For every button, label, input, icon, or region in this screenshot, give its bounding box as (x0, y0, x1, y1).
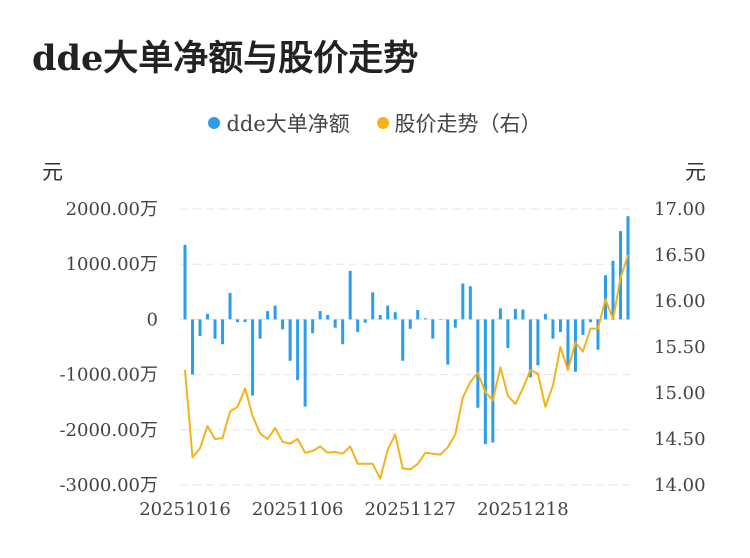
bar (378, 314, 382, 320)
bar (588, 319, 592, 323)
bar (258, 319, 262, 339)
legend-item-dde[interactable]: dde大单净额 (208, 108, 350, 138)
bar (236, 319, 240, 323)
bar (348, 270, 352, 320)
bar (183, 244, 187, 320)
bar (513, 308, 517, 320)
bar (386, 305, 390, 320)
legend: dde大单净额 股价走势（右） (0, 108, 750, 138)
left-axis-unit: 元 (42, 160, 63, 184)
bar (603, 275, 607, 320)
bar (266, 311, 270, 320)
bar (596, 319, 600, 350)
bar (228, 292, 232, 320)
bar (536, 319, 540, 366)
bar (303, 319, 307, 407)
bar (453, 319, 457, 328)
price-line (184, 254, 629, 480)
bar (581, 319, 585, 335)
bar (311, 319, 315, 334)
bar (326, 314, 330, 320)
bar (333, 319, 337, 328)
bar (408, 319, 412, 329)
bar (483, 319, 487, 445)
bar (431, 319, 435, 339)
legend-item-price[interactable]: 股价走势（右） (376, 108, 542, 138)
bar (491, 319, 495, 443)
bar (288, 319, 292, 361)
y-right-tick-label: 14.00 (654, 475, 706, 496)
y-right-tick-label: 15.50 (654, 337, 706, 358)
bar (191, 319, 195, 375)
bar (446, 319, 450, 365)
bar (393, 312, 397, 320)
y-right-tick-label: 14.50 (654, 429, 706, 450)
bar (363, 319, 367, 323)
bar (416, 310, 420, 320)
y-left-tick-label: 0 (147, 309, 158, 330)
x-tick-label: 20251127 (364, 499, 456, 520)
axis-labels: 2000.00万 1000.00万 0 -1000.00万 -2000.00万 -3000… (59, 199, 705, 520)
bar (461, 283, 465, 320)
bar (213, 319, 217, 339)
y-left-tick-label: -2000.00万 (59, 420, 158, 441)
y-left-tick-label: 2000.00万 (66, 199, 158, 220)
bar (506, 319, 510, 349)
bar (626, 216, 630, 320)
legend-dot-orange-icon (376, 117, 389, 129)
y-right-tick-label: 15.00 (654, 383, 706, 404)
bar (281, 319, 285, 330)
bar (221, 319, 225, 345)
bar (356, 319, 360, 333)
gridlines (180, 208, 633, 486)
chart-title: dde大单净额与股价走势 (32, 38, 419, 79)
bar (423, 318, 427, 320)
y-right-tick-label: 17.00 (654, 199, 706, 220)
y-right-tick-label: 16.50 (654, 245, 706, 266)
bar (318, 311, 322, 320)
bar (198, 319, 202, 336)
bar (296, 319, 300, 381)
legend-dot-blue-icon (208, 117, 221, 129)
bar (528, 319, 532, 378)
bar (611, 260, 615, 320)
bar (371, 292, 375, 320)
legend-label-dde: dde大单净额 (226, 112, 350, 136)
bar (243, 319, 247, 323)
bar (543, 313, 547, 320)
y-left-tick-label: -1000.00万 (59, 365, 158, 386)
x-tick-label: 20251016 (139, 499, 231, 520)
bar (558, 319, 562, 333)
bar (206, 313, 210, 320)
y-left-tick-label: -3000.00万 (59, 475, 158, 496)
line-series (184, 254, 629, 480)
bar (468, 286, 472, 320)
bar (273, 305, 277, 320)
x-tick-label: 20251106 (252, 499, 344, 520)
y-right-tick-label: 16.00 (654, 291, 706, 312)
bar (438, 319, 442, 320)
bar (498, 308, 502, 320)
y-left-tick-label: 1000.00万 (66, 254, 158, 275)
bar (566, 319, 570, 370)
bar (476, 319, 480, 408)
right-axis-unit: 元 (685, 160, 706, 184)
bar (251, 319, 255, 396)
bar (551, 319, 555, 339)
bar (401, 319, 405, 361)
legend-label-price: 股价走势（右） (394, 112, 542, 136)
x-tick-label: 20251218 (477, 499, 569, 520)
bar (521, 309, 525, 320)
bar (341, 319, 345, 345)
